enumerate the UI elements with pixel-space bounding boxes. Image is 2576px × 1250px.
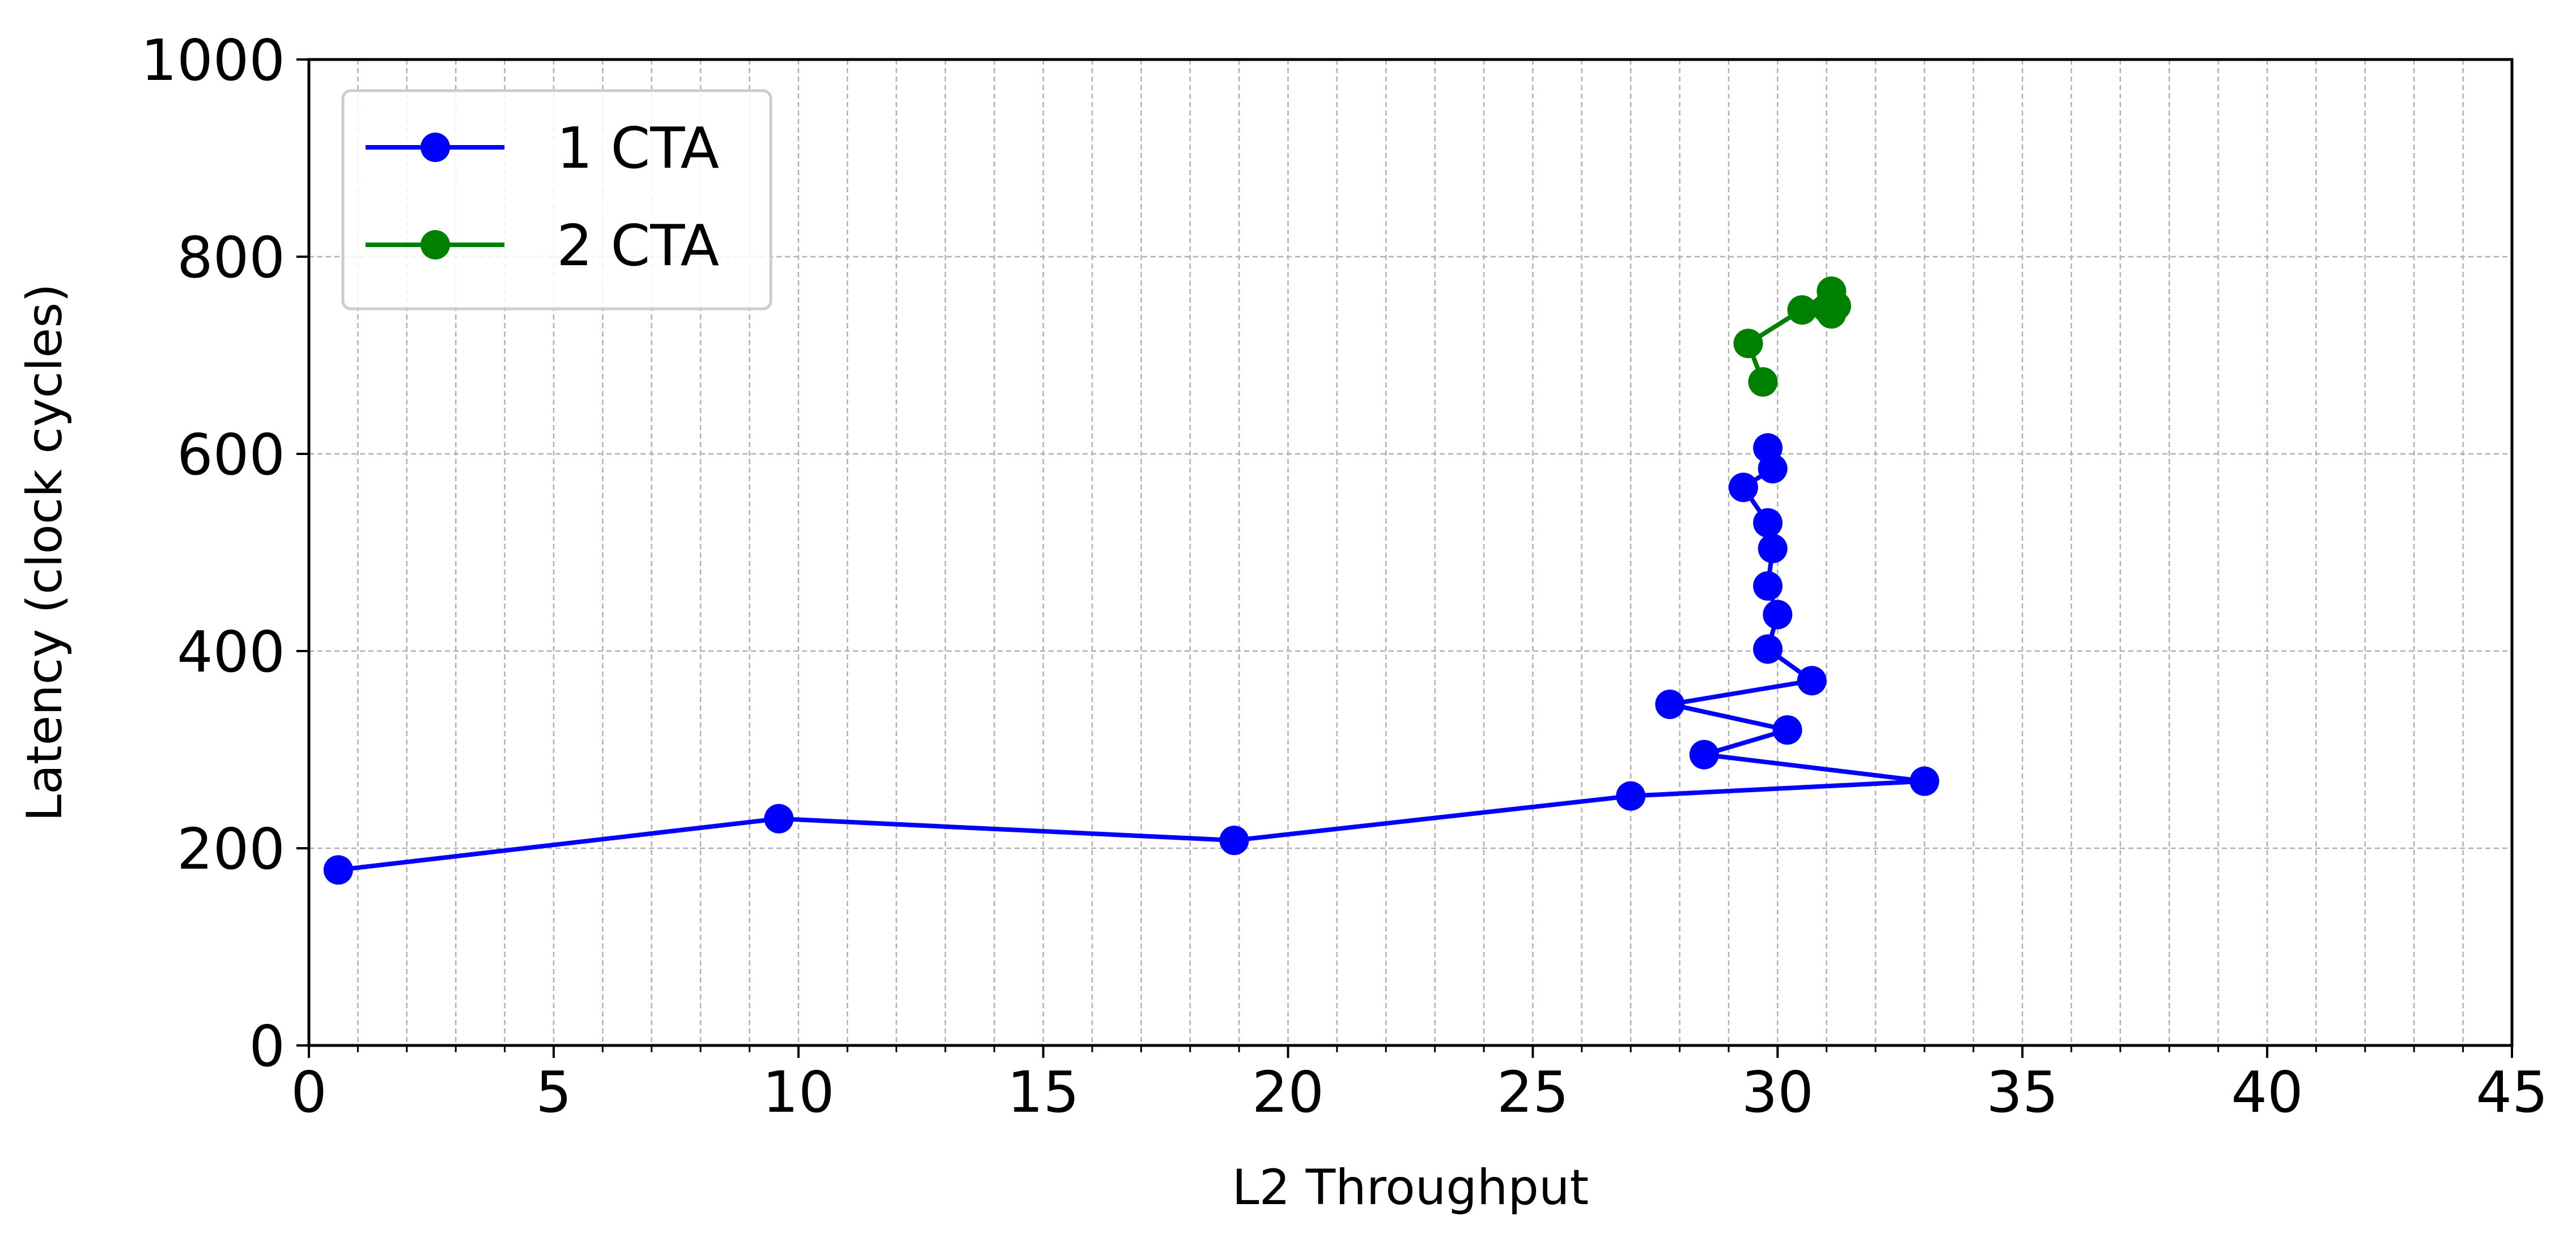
x-tick-label: 0	[291, 1059, 327, 1125]
data-point	[764, 803, 794, 834]
data-point	[1655, 689, 1685, 719]
y-tick-label: 0	[249, 1013, 285, 1079]
data-point	[1797, 666, 1827, 696]
x-tick-label: 30	[1742, 1059, 1814, 1125]
data-point	[1753, 433, 1783, 463]
series-1	[1733, 276, 1851, 397]
data-point	[1616, 781, 1646, 811]
data-point	[1772, 715, 1802, 745]
legend: 1 CTA 2 CTA	[341, 89, 773, 311]
data-point	[1763, 600, 1793, 630]
data-point	[1753, 571, 1783, 601]
y-tick-label: 200	[177, 816, 285, 882]
x-axis-label: L2 Throughput	[1232, 1159, 1589, 1216]
data-point	[1753, 634, 1783, 664]
data-point	[1753, 508, 1783, 538]
x-tick-label: 40	[2231, 1059, 2303, 1125]
data-point	[1787, 295, 1817, 325]
x-tick-label: 5	[536, 1059, 572, 1125]
data-point	[1733, 329, 1763, 359]
legend-label: 1 CTA	[557, 115, 719, 181]
x-tick-label: 10	[762, 1059, 834, 1125]
y-axis-label: Latency (clock cycles)	[16, 283, 73, 822]
y-tick-label: 1000	[141, 27, 286, 93]
y-tick-label: 800	[177, 224, 285, 291]
legend-marker	[421, 230, 450, 260]
legend-entry: 1 CTA	[366, 115, 719, 181]
data-point	[1758, 534, 1788, 564]
data-point	[323, 855, 353, 885]
legend-entry: 2 CTA	[366, 212, 719, 279]
series-0	[323, 433, 1940, 885]
x-tick-label: 35	[1987, 1059, 2059, 1125]
plot-frame	[307, 58, 2514, 1047]
y-tick-label: 600	[177, 422, 285, 488]
x-tick-label: 45	[2476, 1059, 2548, 1125]
y-tick-label: 400	[177, 619, 285, 685]
x-tick-label: 20	[1252, 1059, 1324, 1125]
x-tick-label: 15	[1007, 1059, 1079, 1125]
legend-marker	[421, 133, 450, 162]
data-point	[1728, 473, 1758, 503]
ticks-layer: 0 5 10 15 20 25 30 35 40 45 0 200 400 600 800 1000	[141, 27, 2548, 1125]
data-point	[1909, 766, 1940, 796]
series-layer	[323, 276, 1940, 885]
x-tick-label: 25	[1497, 1059, 1569, 1125]
data-point	[1748, 367, 1778, 397]
data-point	[1811, 293, 1841, 323]
data-point	[1689, 739, 1719, 769]
data-point	[1219, 826, 1249, 856]
legend-label: 2 CTA	[557, 212, 719, 279]
